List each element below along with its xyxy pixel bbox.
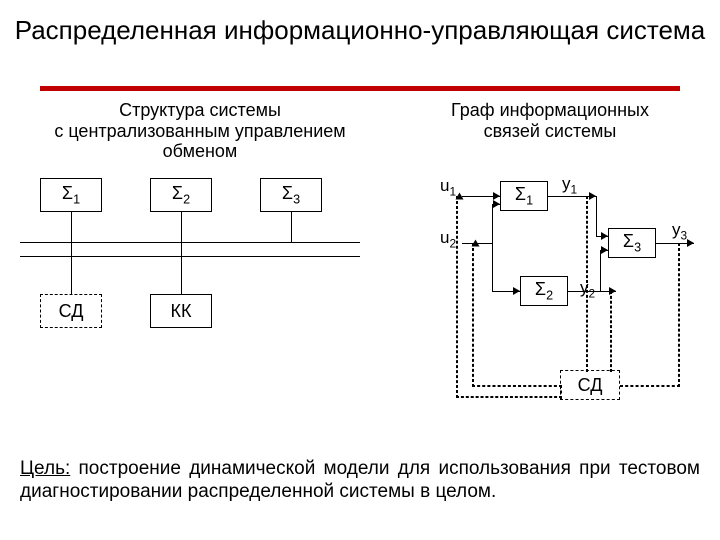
goal-paragraph: Цель: построение динамической модели для… (20, 458, 700, 504)
g-sigma3-box: Σ3 (608, 228, 656, 258)
bus-drop-kk (181, 256, 182, 294)
arrow-s2-s3 (601, 246, 608, 254)
u2-label: u2 (440, 228, 456, 250)
arrow-fb-u1 (456, 193, 464, 200)
fb-y3-v (678, 243, 680, 387)
sigma2-box: Σ2 (150, 178, 212, 212)
arrow-u2-s1 (493, 200, 500, 208)
arrow-s1-s3 (601, 232, 608, 240)
goal-lead: Цель: (20, 458, 70, 479)
arrow-u1-s1 (493, 192, 500, 200)
fb-sd-out-h (472, 385, 562, 387)
arrow-y3 (687, 239, 694, 247)
sigma1-label: Σ1 (62, 183, 80, 207)
left-subtitle-text: Структура системыс централизованным упра… (54, 100, 345, 161)
right-subtitle-text: Граф информационныхсвязей системы (451, 100, 649, 141)
edge-s2-s3-v (600, 250, 601, 291)
g-sigma3-label: Σ3 (623, 231, 641, 255)
bus-drop-sd (71, 256, 72, 294)
structure-diagram: Σ1 Σ2 Σ3 СД КК (30, 178, 370, 358)
fb-sd-stub (560, 385, 562, 399)
g-sd-box: СД (560, 370, 620, 400)
edge-u2-down (492, 243, 493, 291)
sd-box: СД (40, 294, 102, 328)
g-sigma2-label: Σ2 (535, 279, 553, 303)
sd-label: СД (59, 301, 84, 322)
fb-sd-out-v2 (456, 196, 458, 398)
sigma2-label: Σ2 (172, 183, 190, 207)
bus-top (20, 242, 360, 243)
fb-y1-v (586, 196, 588, 372)
arrow-y1 (589, 192, 596, 200)
goal-text: построение динамической модели для испол… (20, 458, 700, 502)
arrow-u2-s2 (513, 287, 520, 295)
bus-drop-1 (71, 212, 72, 256)
graph-diagram: Σ1 Σ3 Σ2 СД u1 u2 y1 y2 y3 (400, 178, 710, 438)
fb-y3-h (620, 385, 680, 387)
fb-sd-out-h2 (456, 396, 562, 398)
g-sigma2-box: Σ2 (520, 276, 568, 306)
bus-drop-3 (291, 212, 292, 242)
sigma3-label: Σ3 (282, 183, 300, 207)
g-sd-label: СД (578, 375, 603, 396)
fb-y2-v (610, 291, 612, 372)
y3-label: y3 (672, 220, 687, 242)
edge-u2-up (492, 204, 493, 244)
left-subtitle: Структура системыс централизованным упра… (20, 100, 380, 162)
arrow-fb-u2 (472, 240, 480, 247)
edge-s1-s3-v (596, 196, 597, 236)
kk-label: КК (171, 301, 192, 322)
slide-title: Распределенная информационно-управляющая… (0, 16, 720, 46)
right-subtitle: Граф информационныхсвязей системы (400, 100, 700, 141)
g-sigma1-label: Σ1 (515, 184, 533, 208)
sigma3-box: Σ3 (260, 178, 322, 212)
title-text: Распределенная информационно-управляющая… (15, 15, 706, 45)
sigma1-box: Σ1 (40, 178, 102, 212)
y1-label: y1 (562, 174, 577, 196)
kk-box: КК (150, 294, 212, 328)
divider-rule (40, 86, 680, 91)
u1-label: u1 (440, 176, 456, 198)
g-sigma1-box: Σ1 (500, 181, 548, 211)
fb-sd-out-v1 (472, 243, 474, 387)
bus-drop-2 (181, 212, 182, 256)
